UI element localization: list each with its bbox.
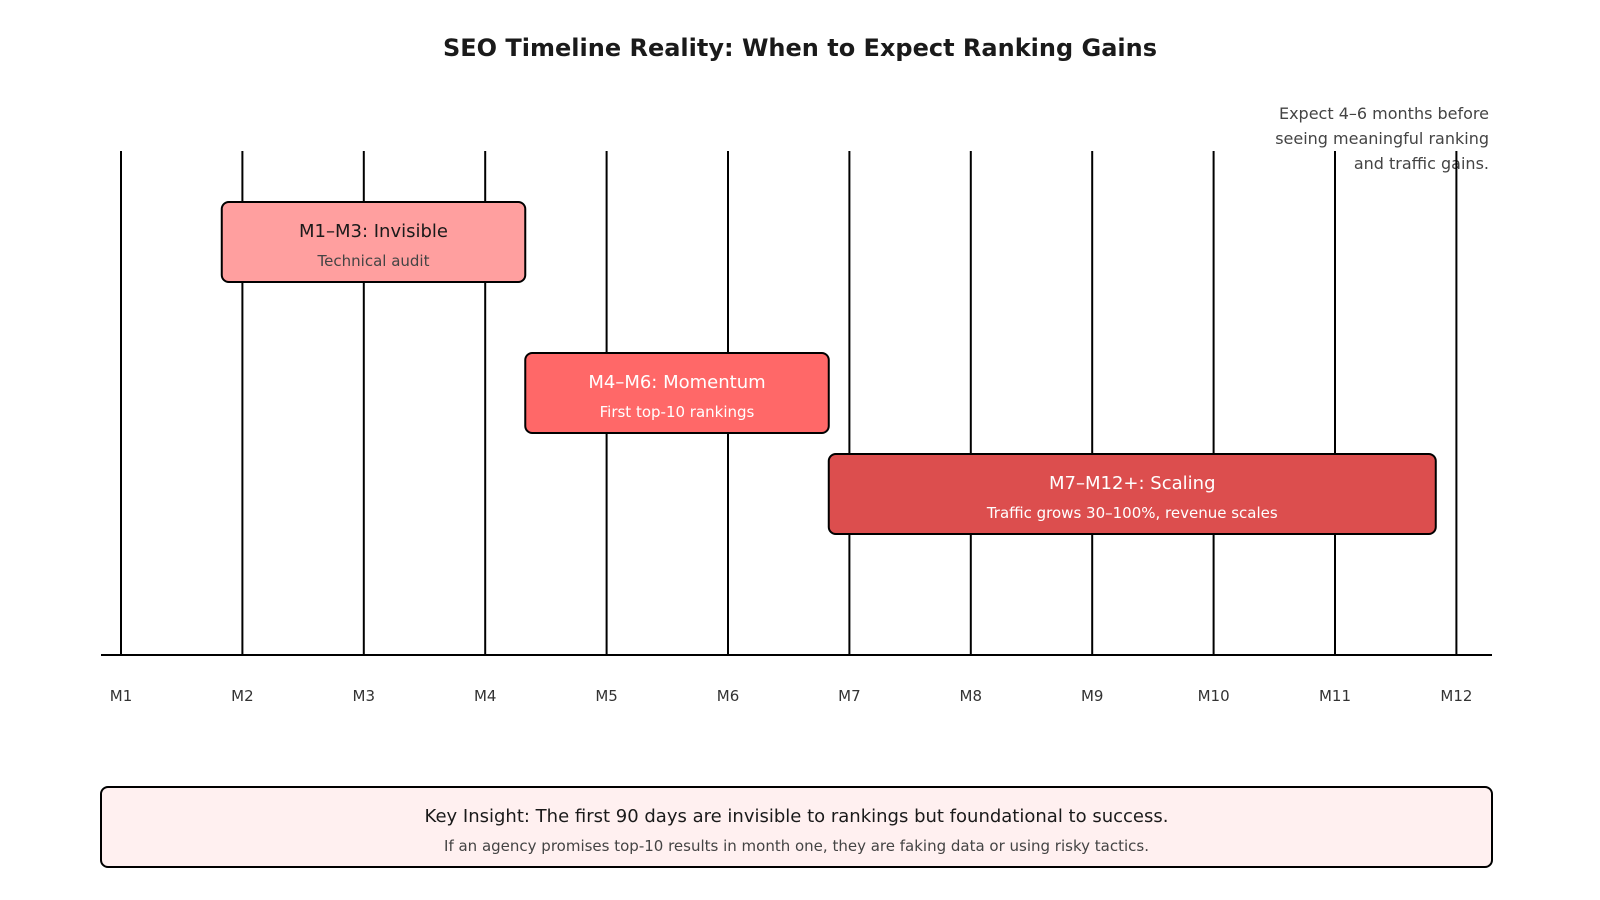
phase-title: M1–M3: Invisible bbox=[299, 221, 448, 242]
month-tick-label: M10 bbox=[1198, 687, 1230, 705]
phase-title: M7–M12+: Scaling bbox=[1049, 473, 1215, 494]
diagram-title: SEO Timeline Reality: When to Expect Ran… bbox=[442, 34, 1157, 62]
phase-subtitle: Traffic grows 30–100%, revenue scales bbox=[986, 504, 1278, 522]
phase-bars: M1–M3: Invisible Technical audit M4–M6: Mo… bbox=[220, 201, 1437, 535]
month-tick-label: M6 bbox=[717, 687, 740, 705]
timeline-note: Expect 4–6 months before seeing meaningf… bbox=[1275, 104, 1489, 173]
phase-bar-background bbox=[220, 201, 527, 283]
phase-bar-background bbox=[827, 453, 1437, 535]
phase-subtitle: Technical audit bbox=[317, 252, 430, 270]
month-tick-label: M3 bbox=[353, 687, 376, 705]
phase-bar: M7–M12+: Scaling Traffic grows 30–100%, r… bbox=[827, 453, 1437, 535]
phase-bar: M4–M6: Momentum First top-10 rankings bbox=[524, 352, 830, 434]
phase-bar-background bbox=[524, 352, 830, 434]
month-tick-label: M9 bbox=[1081, 687, 1104, 705]
key-insight-background bbox=[100, 786, 1493, 868]
phase-subtitle: First top-10 rankings bbox=[600, 403, 755, 421]
phase-title: M4–M6: Momentum bbox=[588, 372, 765, 393]
month-tick-label: M12 bbox=[1440, 687, 1472, 705]
month-tick-labels: M1 M2 M3 M4 M5 M6 M7 M8 M9 M10 M11 M12 bbox=[110, 687, 1473, 705]
month-tick-label: M8 bbox=[960, 687, 983, 705]
key-insight-title: Key Insight: The first 90 days are invis… bbox=[425, 806, 1169, 827]
key-insight-box: Key Insight: The first 90 days are invis… bbox=[100, 786, 1493, 868]
phase-bar: M1–M3: Invisible Technical audit bbox=[220, 201, 527, 283]
month-tick-label: M5 bbox=[595, 687, 618, 705]
key-insight-subtitle: If an agency promises top-10 results in … bbox=[444, 837, 1149, 855]
month-tick-label: M4 bbox=[474, 687, 497, 705]
month-tick-label: M11 bbox=[1319, 687, 1351, 705]
month-tick-label: M1 bbox=[110, 687, 133, 705]
month-tick-label: M2 bbox=[231, 687, 254, 705]
month-tick-label: M7 bbox=[838, 687, 861, 705]
